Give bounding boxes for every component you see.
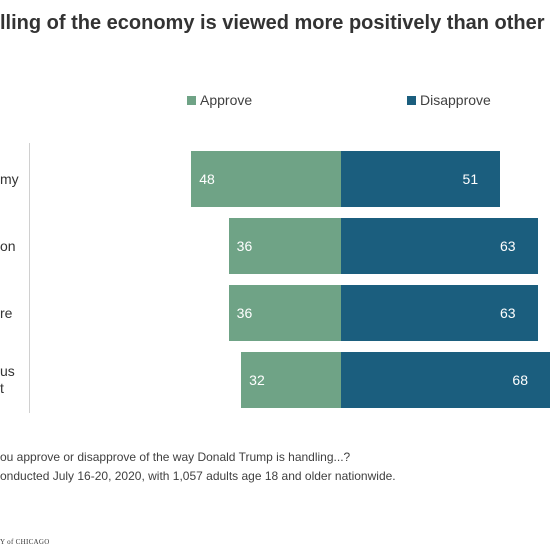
category-label: on xyxy=(0,238,16,255)
legend-disapprove-label: Disapprove xyxy=(420,92,491,108)
bar-disapprove-value: 68 xyxy=(512,372,528,388)
legend-approve: Approve xyxy=(187,92,252,108)
category-label-line: on xyxy=(0,237,16,254)
category-label: re xyxy=(0,305,12,322)
footnote-question: ou approve or disapprove of the way Dona… xyxy=(0,450,351,464)
category-label-line: my xyxy=(0,170,19,187)
bar-disapprove: 68 xyxy=(341,352,550,408)
bar-disapprove-value: 63 xyxy=(499,238,516,254)
footnote-method: onducted July 16-20, 2020, with 1,057 ad… xyxy=(0,469,396,483)
bar-approve: 32 xyxy=(241,352,341,408)
chart-title: lling of the economy is viewed more posi… xyxy=(0,12,545,34)
bar-approve-value: 36 xyxy=(236,305,253,321)
category-label: my xyxy=(0,171,19,188)
bar-disapprove: 63 xyxy=(341,218,538,274)
category-axis-line xyxy=(29,143,30,413)
category-label: us t xyxy=(0,363,15,397)
legend-approve-swatch xyxy=(187,95,196,105)
bar-approve: 36 xyxy=(228,218,341,274)
category-label-line: t xyxy=(0,380,4,396)
bar-disapprove: 63 xyxy=(341,285,538,341)
category-label-line: us xyxy=(0,363,15,379)
legend-disapprove-swatch xyxy=(407,95,416,105)
category-label-line: re xyxy=(0,304,13,321)
university-logo: Y of CHICAGO xyxy=(0,538,50,546)
bar-disapprove-value: 51 xyxy=(462,171,479,187)
bar-approve: 36 xyxy=(228,285,341,341)
bar-disapprove-value: 63 xyxy=(499,305,516,321)
bar-approve-value: 48 xyxy=(199,171,215,187)
legend-disapprove: Disapprove xyxy=(407,92,491,108)
bar-approve-value: 36 xyxy=(236,238,253,254)
bar-approve: 48 xyxy=(191,151,341,207)
bar-approve-value: 32 xyxy=(249,372,265,388)
legend-approve-label: Approve xyxy=(200,92,253,108)
bar-disapprove: 51 xyxy=(341,151,501,207)
